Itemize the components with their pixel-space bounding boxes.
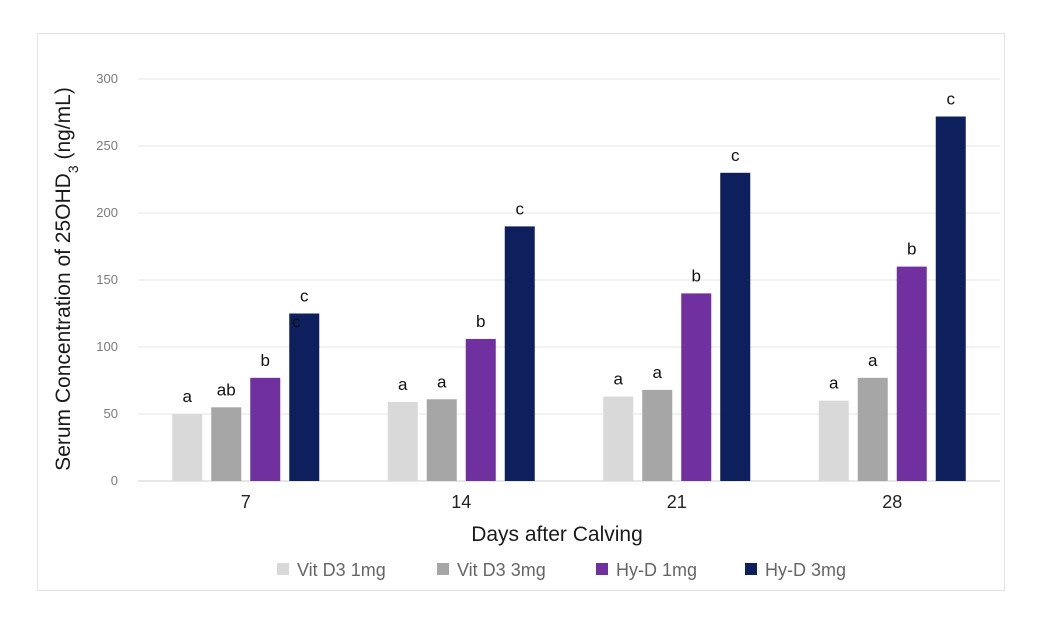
- x-tick-label: 28: [882, 492, 902, 512]
- y-tick-label: 50: [104, 406, 118, 421]
- y-tick-label: 150: [96, 272, 118, 287]
- bar: [465, 338, 496, 481]
- significance-label: a: [398, 375, 408, 394]
- bar: [289, 313, 320, 481]
- y-axis-title-prefix: Serum Concentration of 25OHD: [52, 173, 75, 471]
- legend-swatch: [596, 563, 608, 575]
- legend: Vit D3 1mg Vit D3 3mg Hy-D 1mg Hy-D 3mg: [277, 560, 846, 580]
- significance-label: b: [261, 351, 270, 370]
- significance-label: c: [731, 146, 740, 165]
- significance-label: b: [907, 240, 916, 259]
- bar: [603, 396, 634, 481]
- significance-label: c: [947, 90, 956, 109]
- y-axis-title-suffix: (ng/mL): [52, 87, 75, 165]
- annotation-label: c: [292, 313, 301, 332]
- x-axis-title: Days after Calving: [471, 523, 643, 546]
- gridlines: [138, 78, 1000, 482]
- bar: [642, 389, 673, 481]
- significance-label: b: [476, 312, 485, 331]
- legend-swatch: [277, 563, 289, 575]
- significance-label: a: [653, 363, 663, 382]
- bar: [250, 377, 281, 481]
- y-axis-title: Serum Concentration of 25OHD3 (ng/mL): [52, 87, 81, 471]
- bar: [681, 293, 712, 481]
- legend-label: Hy-D 3mg: [765, 560, 846, 580]
- bar: [504, 226, 535, 481]
- y-axis-title-subscript: 3: [65, 165, 81, 173]
- x-tick-label: 21: [667, 492, 687, 512]
- y-tick-label: 100: [96, 339, 118, 354]
- y-tick-label: 300: [96, 71, 118, 86]
- significance-label: a: [614, 370, 624, 389]
- y-tick-label: 200: [96, 205, 118, 220]
- legend-swatch: [745, 563, 757, 575]
- bar: [387, 401, 418, 481]
- bar: [857, 377, 888, 481]
- legend-label: Hy-D 1mg: [616, 560, 697, 580]
- x-tick-label: 7: [241, 492, 251, 512]
- y-axis-ticks: 0 50 100 150 200 250 300: [96, 71, 118, 488]
- significance-label: c: [516, 199, 525, 218]
- bar: [818, 400, 849, 481]
- significance-label: a: [437, 372, 447, 391]
- x-tick-label: 14: [451, 492, 471, 512]
- bar: [896, 266, 927, 481]
- significance-label: b: [692, 266, 701, 285]
- legend-swatch: [437, 563, 449, 575]
- y-tick-label: 0: [111, 473, 118, 488]
- significance-label: c: [300, 287, 309, 306]
- significance-label: ab: [217, 380, 236, 399]
- bar: [935, 116, 966, 482]
- legend-label: Vit D3 3mg: [457, 560, 546, 580]
- legend-label: Vit D3 1mg: [297, 560, 386, 580]
- bar: [720, 172, 751, 482]
- bars: [172, 116, 966, 482]
- y-tick-label: 250: [96, 138, 118, 153]
- significance-label: a: [829, 374, 839, 393]
- bar: [426, 399, 457, 481]
- significance-label: a: [868, 351, 878, 370]
- x-axis-ticks: 7 14 21 28: [241, 492, 903, 512]
- annotations: c: [292, 313, 301, 332]
- bar: [172, 414, 203, 481]
- bar: [211, 407, 242, 481]
- significance-label: a: [183, 387, 193, 406]
